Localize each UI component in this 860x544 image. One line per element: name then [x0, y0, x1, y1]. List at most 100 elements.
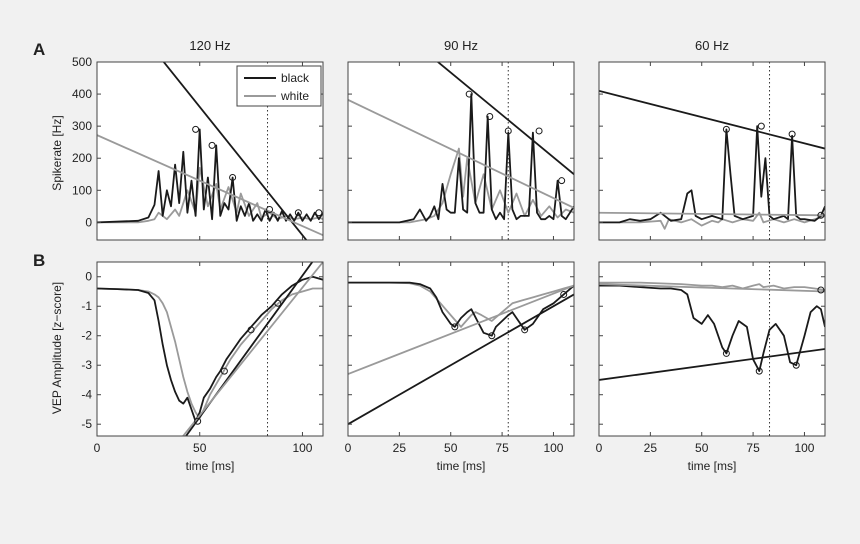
- y-axis-label-spikerate: Spikerate [Hz]: [50, 115, 64, 190]
- panel-r2-c2-xtick-label-3: 75: [495, 441, 509, 455]
- panel-letter-a: A: [33, 40, 45, 59]
- panel-r2-c3-fit-line-black: [599, 348, 825, 381]
- panel-r1-c2-marker-1: [486, 113, 494, 121]
- column-title-120hz: 120 Hz: [189, 38, 230, 53]
- panel-r1-c2-fit-line-white: [348, 99, 574, 209]
- x-axis-label-col2: time [ms]: [437, 459, 486, 473]
- panel-r2-c3-fit-line-white: [599, 283, 825, 293]
- panel-r1-c3-plot-area: [599, 62, 825, 240]
- panel-r1-c3-plot: [599, 62, 825, 240]
- panel-r2-c2-fit-line-white: [348, 284, 574, 375]
- panel-r1-c2-marker-2: [504, 127, 512, 135]
- panel-r2-c1-ytick-label-4: -4: [81, 388, 92, 402]
- column-title-60hz: 60 Hz: [695, 38, 729, 53]
- panel-r1-c1-marker-2: [229, 173, 237, 181]
- panel-r1-c3-marker-2: [788, 130, 796, 138]
- panel-r2-c3-xtick-label-1: 25: [644, 441, 658, 455]
- panel-r1-c2-marker-3: [535, 127, 543, 135]
- panel-r2-c3-marker-1: [755, 367, 763, 375]
- panel-r2-c1-marker-0: [194, 417, 202, 425]
- panel-r2-c3-marker-3: [817, 286, 825, 294]
- panel-r2-c2: 0 25 50 75 100: [345, 261, 575, 455]
- panel-r2-c3-xtick-label-0: 0: [596, 441, 603, 455]
- panel-r2-c1-marker-2: [247, 326, 255, 334]
- panel-r1-c2-frame: [347, 61, 575, 241]
- panel-r2-c2-xtick-label-1: 25: [393, 441, 407, 455]
- panel-r2-c3-series-black: [599, 284, 825, 373]
- panel-r2-c3: 0 25 50 75 100: [596, 261, 826, 455]
- panel-r1-c3-marker-1: [757, 122, 765, 130]
- panel-r2-c2-marker-0: [451, 323, 459, 331]
- legend-box: [236, 65, 322, 107]
- panel-r2-c1-marker-3: [274, 299, 282, 307]
- panel-r2-c3-xtick-label-2: 50: [695, 441, 709, 455]
- panel-r1-c2-marker-4: [558, 177, 566, 185]
- panel-r1-c3-series-black: [599, 125, 825, 224]
- panel-r2-c1-fit-line-black: [184, 262, 314, 436]
- panel-r1-c1-plot: [97, 62, 323, 240]
- panel-r2-c1-ytick-label-2: -2: [81, 329, 92, 343]
- x-axis-label-col3: time [ms]: [688, 459, 737, 473]
- panel-r1-c1-frame: [96, 61, 324, 241]
- panel-r1-c1-marker-4: [294, 209, 302, 217]
- panel-r2-c1-series-black: [97, 275, 323, 423]
- panel-r2-c3-marker-0: [722, 349, 730, 357]
- panel-r2-c1-series-white: [97, 287, 323, 420]
- panel-r2-c2-series-black: [348, 281, 574, 337]
- panel-r2-c2-frame: [347, 261, 575, 437]
- panel-r2-c1-frame: [96, 261, 324, 437]
- panel-r2-c2-marker-1: [488, 332, 496, 340]
- legend: black white: [236, 65, 322, 107]
- panel-r2-c2-xtick-label-0: 0: [345, 441, 352, 455]
- panel-r1-c3: [598, 61, 826, 241]
- panel-r1-c1-ytick-label-0: 0: [85, 215, 92, 229]
- panel-r2-c1-ytick-label-5: -5: [81, 417, 92, 431]
- panel-r1-c2-series-black: [348, 93, 574, 224]
- panel-r1-c3-fit-line-white: [599, 211, 825, 217]
- legend-label-white: white: [280, 89, 309, 103]
- panel-r1-c2-marker-0: [465, 90, 473, 98]
- panel-r1-c1-ytick-label-3: 300: [72, 119, 92, 133]
- panel-r2-c3-frame: [598, 261, 826, 437]
- panel-r2-c1-marker-1: [220, 367, 228, 375]
- panel-r2-c3-xtick-label-3: 75: [746, 441, 760, 455]
- panel-r1-c3-marker-0: [722, 125, 730, 133]
- column-title-90hz: 90 Hz: [444, 38, 478, 53]
- panel-r2-c2-fit-line-black: [348, 293, 574, 425]
- x-axis-label-col1: time [ms]: [186, 459, 235, 473]
- panel-letter-b: B: [33, 251, 45, 270]
- panel-r2-c3-marker-2: [792, 361, 800, 369]
- panel-r1-c2-fit-line-black: [436, 62, 574, 175]
- panel-r1-c3-frame: [598, 61, 826, 241]
- panel-r2-c1-xtick-label-2: 100: [292, 441, 312, 455]
- panel-r1-c3-fit-line-black: [599, 89, 825, 150]
- panel-r1-c3-series-white: [599, 211, 825, 230]
- panel-r1-c1-marker-3: [266, 206, 274, 214]
- legend-label-black: black: [281, 71, 310, 85]
- panel-r2-c3-plot: [599, 262, 825, 436]
- panel-r1-c3-marker-3: [817, 211, 825, 219]
- panel-r1-c1-ytick-label-4: 400: [72, 87, 92, 101]
- panel-r1-c1-fit-line-white: [97, 134, 323, 237]
- panel-r1-c1-marker-1: [208, 141, 216, 149]
- panel-r2-c3-xtick-label-4: 100: [794, 441, 814, 455]
- panel-r1-c1-marker-0: [192, 125, 200, 133]
- panel-r2-c2-xtick-label-2: 50: [444, 441, 458, 455]
- panel-r1-c2-plot: [348, 62, 574, 240]
- panel-r2-c1-ytick-label-0: 0: [85, 270, 92, 284]
- panel-r2-c1-ytick-label-1: -1: [81, 299, 92, 313]
- panel-r1-c1-fit-line-black: [162, 62, 308, 240]
- panel-r1-c2-series-white: [348, 147, 574, 224]
- panel-r2-c3-series-white: [599, 281, 825, 291]
- panel-r1-c1-ytick-label-1: 100: [72, 183, 92, 197]
- y-axis-label-vep: VEP Amplitude [z−score]: [50, 282, 64, 414]
- panel-r2-c1: 0-1-2-3-4-50 50 100: [81, 261, 324, 455]
- panel-r2-c1-ytick-label-3: -3: [81, 358, 92, 372]
- panel-r1-c2: [347, 61, 575, 241]
- panel-r2-c2-marker-3: [560, 290, 568, 298]
- panel-r2-c1-xtick-label-1: 50: [193, 441, 207, 455]
- panel-r1-c1-series-black: [97, 128, 323, 224]
- panel-r2-c2-plot: [348, 262, 574, 436]
